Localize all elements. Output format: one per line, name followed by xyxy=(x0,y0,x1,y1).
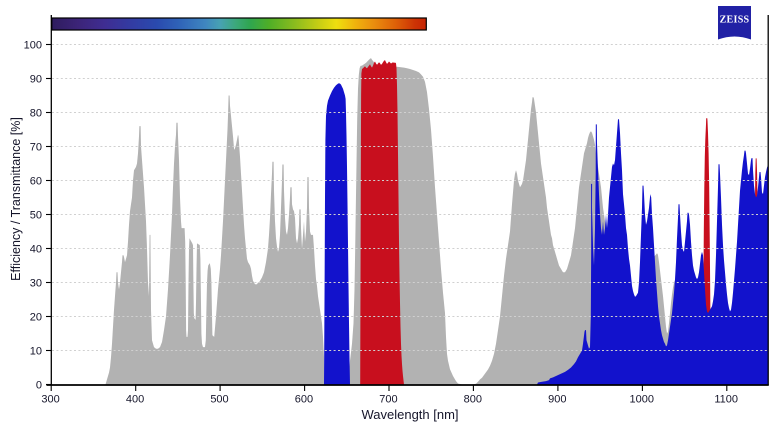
svg-text:1000: 1000 xyxy=(630,394,654,406)
svg-text:500: 500 xyxy=(210,394,228,406)
svg-text:100: 100 xyxy=(24,40,42,52)
svg-text:40: 40 xyxy=(30,244,42,256)
svg-text:90: 90 xyxy=(30,74,42,86)
svg-text:80: 80 xyxy=(30,108,42,120)
svg-text:Efficiency / Transmittance [%]: Efficiency / Transmittance [%] xyxy=(9,117,23,281)
svg-text:70: 70 xyxy=(30,142,42,154)
svg-text:800: 800 xyxy=(464,394,482,406)
svg-text:700: 700 xyxy=(379,394,397,406)
svg-text:60: 60 xyxy=(30,176,42,188)
svg-text:20: 20 xyxy=(30,312,42,324)
svg-text:400: 400 xyxy=(126,394,144,406)
svg-text:600: 600 xyxy=(295,394,313,406)
svg-text:30: 30 xyxy=(30,278,42,290)
svg-text:300: 300 xyxy=(41,394,59,406)
svg-text:0: 0 xyxy=(36,380,42,392)
svg-text:50: 50 xyxy=(30,210,42,222)
svg-text:ZEISS: ZEISS xyxy=(720,15,750,26)
svg-text:1100: 1100 xyxy=(714,394,738,406)
svg-text:900: 900 xyxy=(548,394,566,406)
svg-text:Wavelength [nm]: Wavelength [nm] xyxy=(361,407,458,422)
svg-text:10: 10 xyxy=(30,346,42,358)
